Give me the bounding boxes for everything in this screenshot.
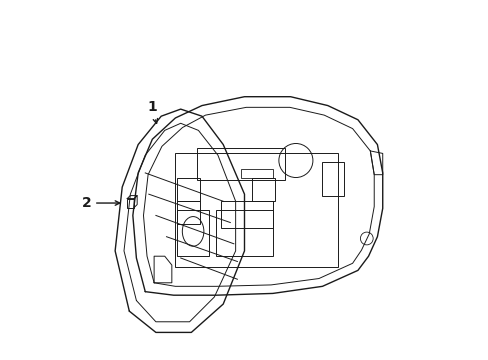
Bar — [177, 201, 200, 224]
Text: 2: 2 — [81, 196, 91, 210]
Bar — [177, 178, 200, 201]
Bar — [127, 199, 134, 207]
Text: 1: 1 — [147, 100, 157, 123]
Bar — [221, 201, 272, 228]
Bar — [177, 210, 209, 256]
Bar — [196, 148, 285, 180]
Bar — [251, 178, 274, 201]
Bar — [322, 162, 343, 196]
Bar — [175, 153, 338, 267]
Bar — [241, 169, 272, 178]
Bar — [216, 210, 272, 256]
